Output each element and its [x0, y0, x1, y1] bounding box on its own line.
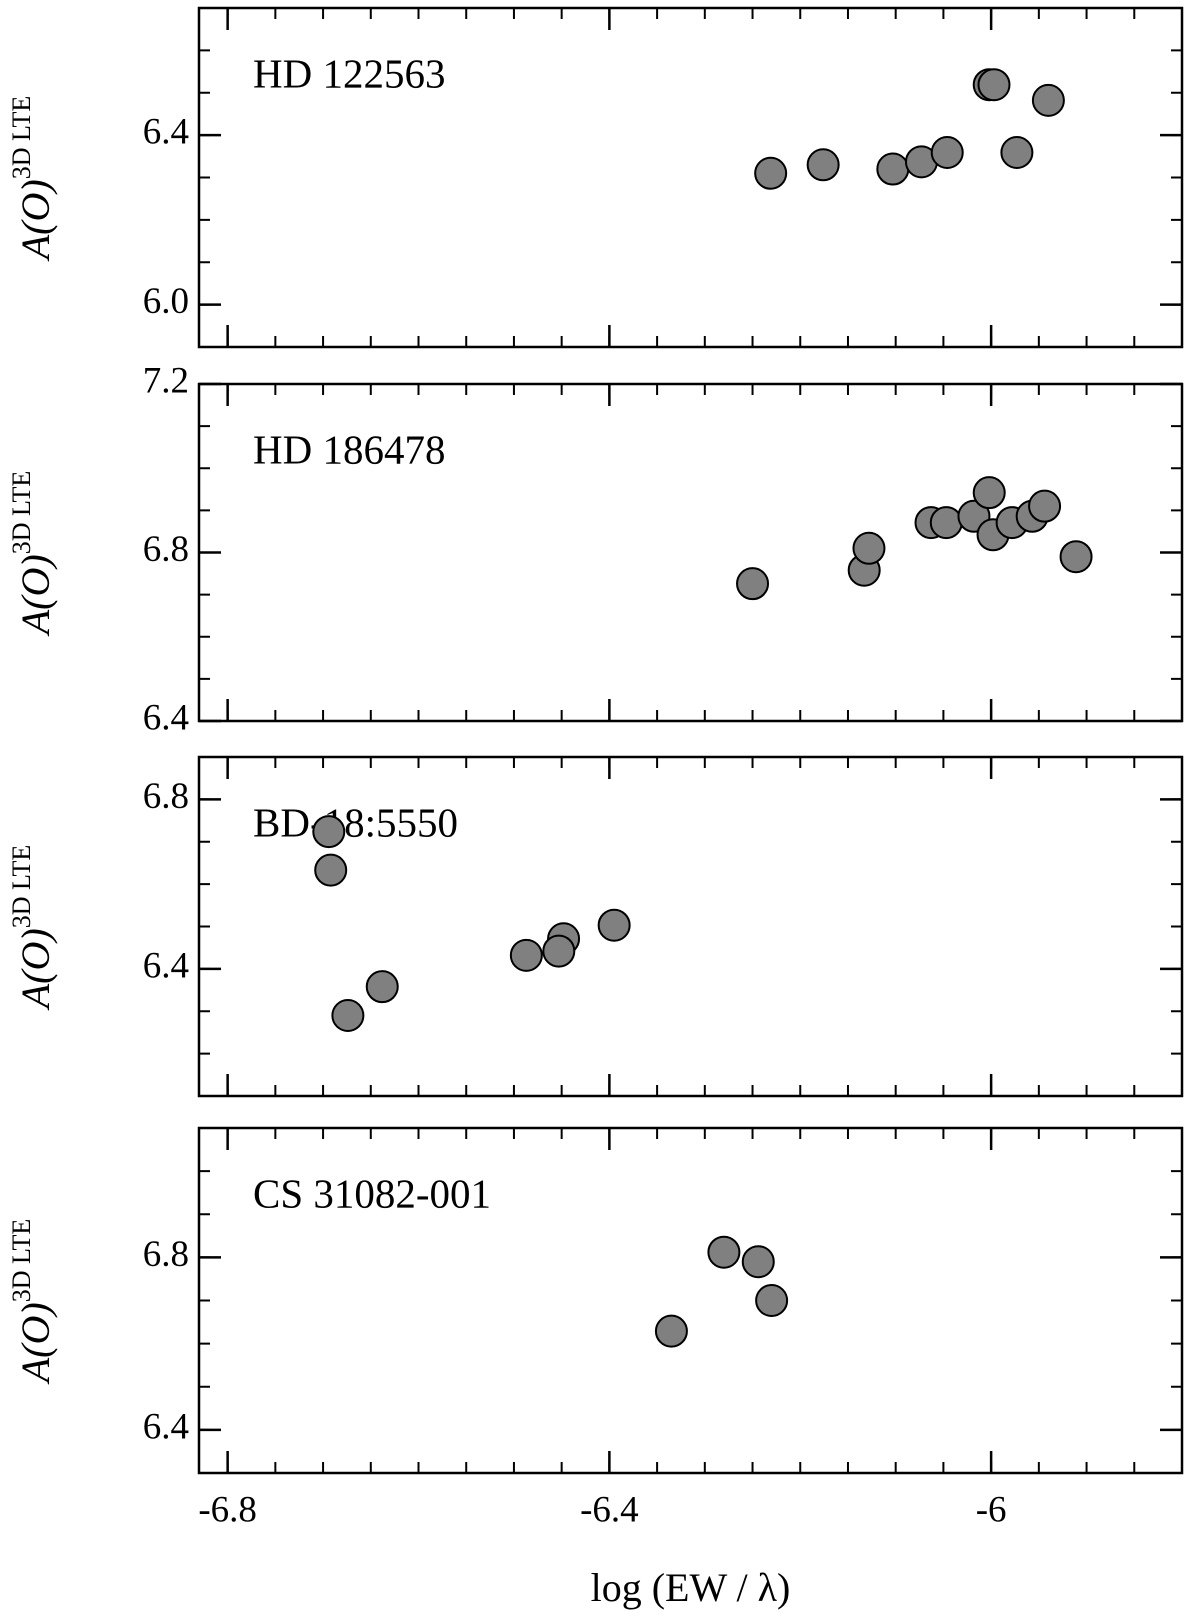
y-axis-label-sup: 3D LTE — [7, 845, 36, 929]
point — [312, 815, 346, 849]
y-axis-label-main: A(O) — [13, 1302, 58, 1385]
y-axis-label-main: A(O) — [13, 179, 58, 262]
point — [977, 68, 1011, 102]
y-axis-label-main: A(O) — [13, 554, 58, 637]
point — [806, 148, 840, 182]
point — [314, 853, 348, 887]
y-axis-label: A(O)3D LTE — [7, 845, 58, 1012]
point — [509, 938, 543, 972]
point — [755, 1284, 789, 1317]
point — [542, 934, 576, 968]
y-axis-label-sup: 3D LTE — [7, 1219, 36, 1303]
point — [736, 567, 770, 601]
annotation: BD-18:5550 — [253, 799, 458, 845]
point — [365, 970, 399, 1004]
panel: 6.0 6.4 HD 122563 A(O)3D LTE — [7, 6, 1184, 349]
point — [852, 531, 886, 565]
y-tick-label: 6.8 — [143, 529, 189, 570]
y-tick-label: 7.2 — [143, 360, 189, 401]
x-tick-label: -6.4 — [580, 1489, 639, 1530]
panel: 6.4 6.8 7.2 HD 186478 A(O)3D LTE — [7, 360, 1184, 738]
y-tick-label: 6.8 — [143, 1234, 189, 1275]
y-tick-label: 6.4 — [143, 1406, 189, 1447]
point — [876, 152, 910, 186]
x-tick-label: -6.8 — [198, 1489, 257, 1530]
y-tick-label: 6.4 — [143, 112, 189, 153]
y-tick-label: 6.8 — [143, 776, 189, 817]
point — [741, 1245, 775, 1279]
point — [1031, 83, 1065, 117]
y-axis-label-sup: 3D LTE — [7, 471, 36, 555]
x-axis-label: log (EW / λ) — [591, 1565, 791, 1610]
y-tick-label: 6.4 — [143, 697, 189, 738]
y-tick-label: 6.0 — [143, 281, 189, 322]
panel: -6.8 -6.4 -6 6.4 6.8 CS 31082-001 A(O)3D LTE lo… — [7, 1126, 1184, 1610]
point — [972, 476, 1006, 510]
y-axis-label: A(O)3D LTE — [7, 96, 58, 263]
annotation: HD 122563 — [253, 50, 445, 96]
y-axis-label-sup: 3D LTE — [7, 96, 36, 180]
point — [331, 998, 365, 1032]
y-axis-label: A(O)3D LTE — [7, 471, 58, 638]
y-axis-label-main: A(O) — [13, 928, 58, 1011]
y-tick-label: 6.4 — [143, 945, 189, 986]
point — [1000, 135, 1034, 169]
point — [707, 1235, 741, 1269]
point — [754, 156, 788, 190]
point — [654, 1314, 688, 1348]
y-axis-label: A(O)3D LTE — [7, 1219, 58, 1386]
point — [1059, 540, 1093, 574]
panel: 6.4 6.8 BD-18:5550 A(O)3D LTE — [7, 755, 1184, 1098]
x-tick-label: -6 — [976, 1489, 1007, 1530]
annotation: CS 31082-001 — [253, 1170, 491, 1216]
annotation: HD 186478 — [253, 426, 445, 472]
point — [597, 908, 631, 942]
point — [1028, 489, 1062, 523]
point — [930, 135, 964, 169]
point — [929, 506, 963, 540]
